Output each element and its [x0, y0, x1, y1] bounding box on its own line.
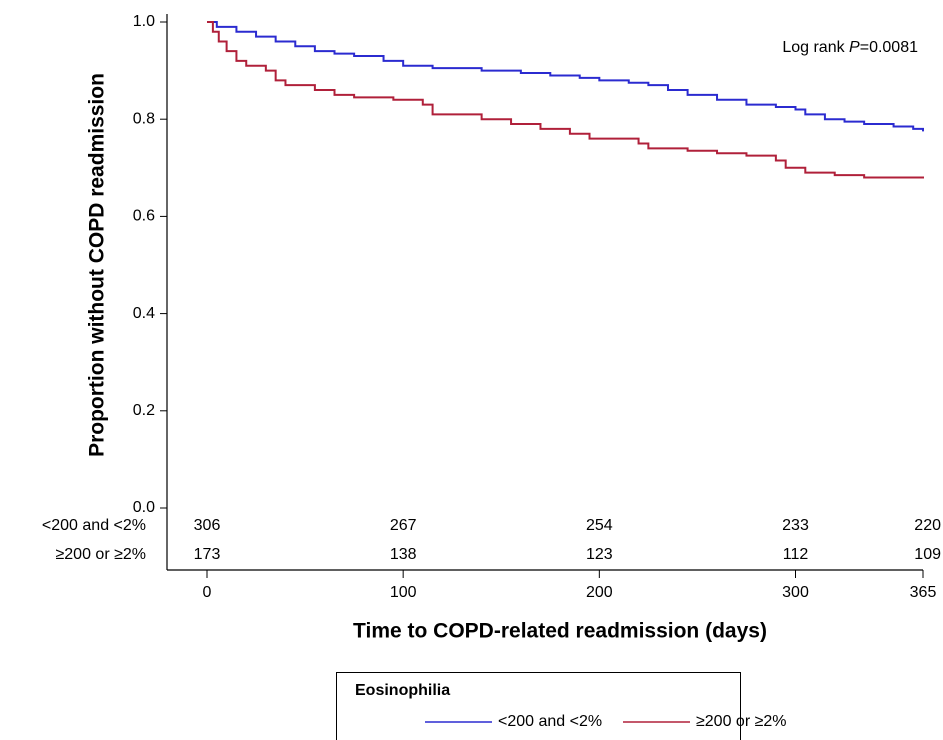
- legend-label: ≥200 or ≥2%: [696, 713, 787, 730]
- at-risk-count: 138: [390, 546, 417, 563]
- survival-curve: [207, 21, 924, 132]
- x-tick-label: 300: [782, 584, 809, 601]
- y-tick-label: 0.0: [133, 499, 155, 516]
- at-risk-count: 220: [914, 517, 941, 534]
- y-tick-label: 0.6: [133, 208, 155, 225]
- y-tick-label: 0.8: [133, 110, 155, 127]
- x-tick-label: 365: [910, 584, 937, 601]
- at-risk-count: 112: [783, 546, 809, 563]
- legend-label: <200 and <2%: [498, 713, 602, 730]
- annotation-text: Log rank: [782, 39, 849, 56]
- x-tick-label: 0: [203, 584, 212, 601]
- legend-title: Eosinophilia: [355, 682, 450, 699]
- at-risk-count: 267: [390, 517, 417, 534]
- at-risk-count: 306: [194, 517, 221, 534]
- x-axis-label: Time to COPD-related readmission (days): [353, 620, 767, 643]
- at-risk-label: ≥200 or ≥2%: [56, 546, 147, 563]
- at-risk-count: 123: [586, 546, 613, 563]
- y-tick-label: 0.2: [133, 402, 155, 419]
- y-tick-label: 0.4: [133, 305, 155, 322]
- at-risk-count: 173: [194, 546, 221, 563]
- x-tick-label: 100: [390, 584, 417, 601]
- at-risk-count: 109: [914, 546, 941, 563]
- annotation: Log rank P=0.0081: [782, 39, 918, 56]
- y-axis-label: Proportion without COPD readmission: [86, 73, 109, 457]
- at-risk-count: 254: [586, 517, 613, 534]
- annotation-text: =0.0081: [860, 39, 918, 56]
- annotation-italic: P: [849, 39, 860, 56]
- x-tick-label: 200: [586, 584, 613, 601]
- at-risk-label: <200 and <2%: [42, 517, 146, 534]
- legend-box: [336, 672, 741, 740]
- survival-curve: [207, 21, 924, 179]
- y-tick-label: 1.0: [133, 13, 155, 30]
- at-risk-count: 233: [782, 517, 809, 534]
